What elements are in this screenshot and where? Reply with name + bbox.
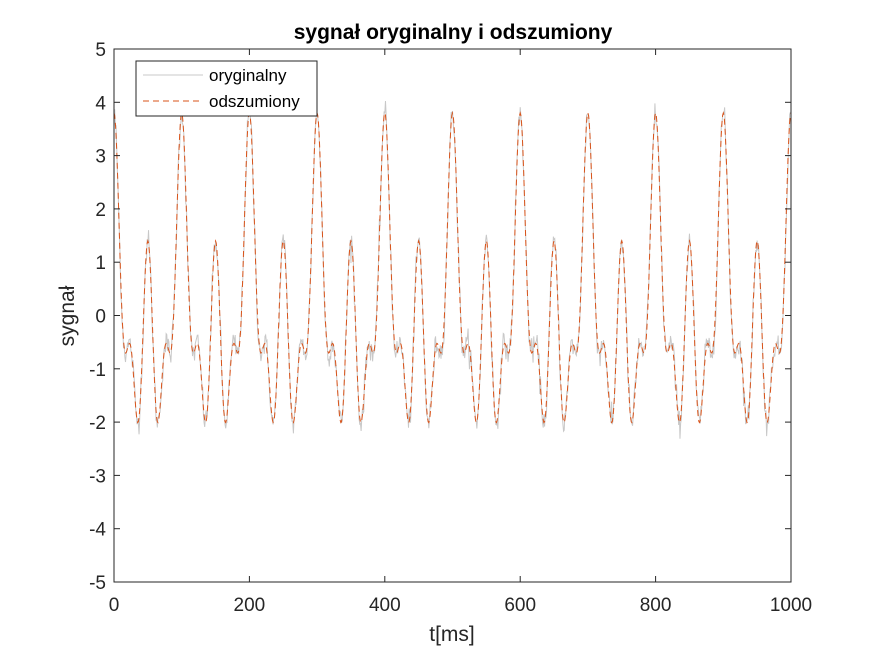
legend-label-odszumiony: odszumiony	[209, 92, 300, 111]
x-axis-label: t[ms]	[429, 623, 475, 646]
x-tick-label: 1000	[770, 595, 812, 616]
plot-area	[114, 49, 791, 582]
legend: oryginalny odszumiony	[135, 60, 318, 117]
x-tick-label: 800	[640, 595, 672, 616]
series-line-odszumiony	[114, 111, 791, 424]
y-tick-label: 2	[95, 200, 106, 221]
legend-label-oryginalny: oryginalny	[209, 66, 287, 85]
series-layer	[114, 100, 791, 439]
y-tick-label: 0	[95, 307, 106, 328]
series-line-oryginalny	[114, 100, 791, 439]
y-tick-label: 1	[95, 253, 106, 274]
y-axis-label: sygnał	[56, 285, 79, 346]
y-tick-label: -1	[89, 360, 106, 381]
x-tick-label: 400	[369, 595, 401, 616]
y-tick-label: 5	[95, 40, 106, 61]
x-tick-label: 0	[109, 595, 120, 616]
y-tick-label: -4	[89, 520, 106, 541]
chart-title: sygnał oryginalny i odszumiony	[294, 21, 613, 44]
y-tick-label: -2	[89, 413, 106, 434]
x-tick-label: 600	[504, 595, 536, 616]
y-tick-label: -3	[89, 466, 106, 487]
legend-box	[135, 60, 318, 117]
y-tick-label: -5	[89, 573, 106, 594]
y-tick-label: 3	[95, 147, 106, 168]
axes-box	[113, 48, 792, 583]
x-tick-label: 200	[234, 595, 266, 616]
y-tick-label: 4	[95, 93, 106, 114]
